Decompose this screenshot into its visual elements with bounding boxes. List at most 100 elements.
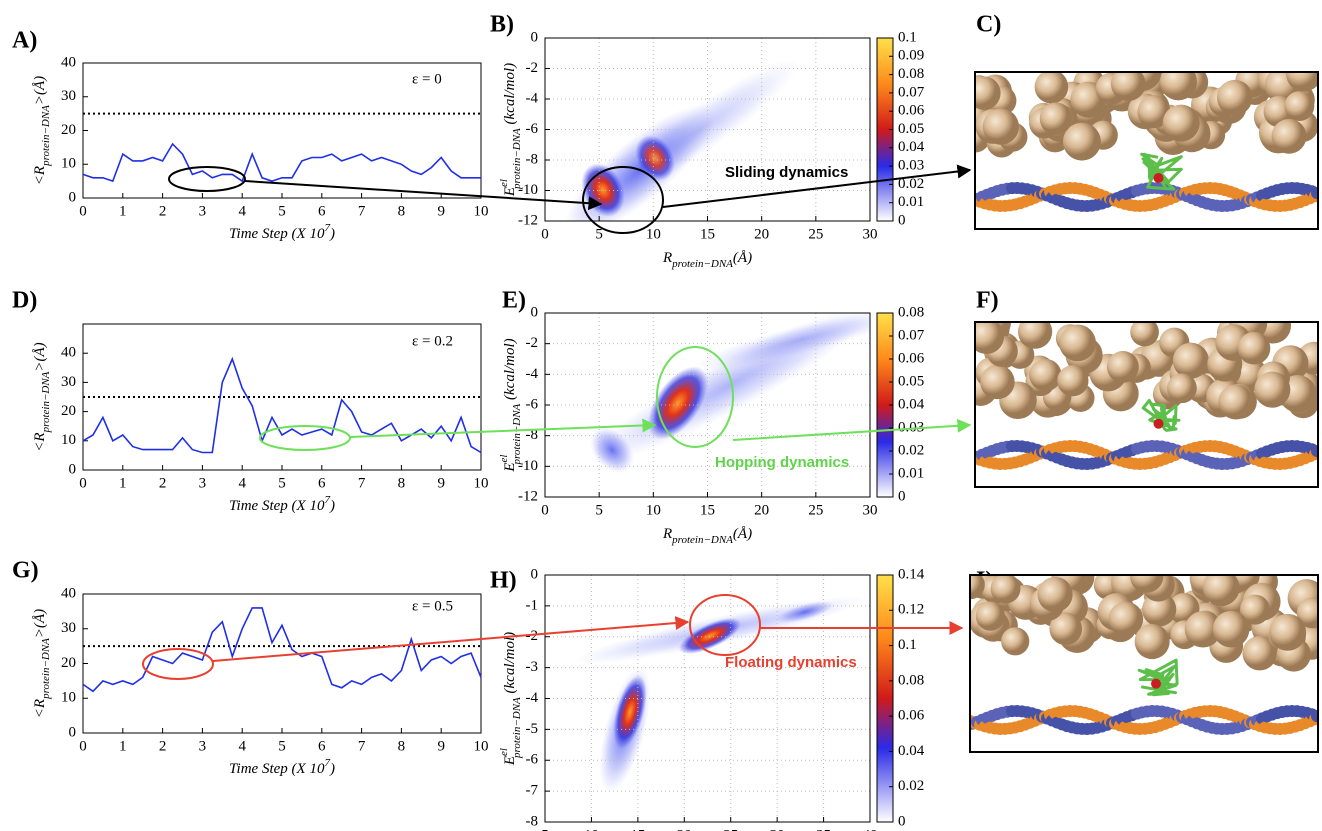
x-tick-label: 0: [79, 203, 87, 219]
crowder: [1108, 601, 1144, 637]
axis-label: <Rprotein−DNA>(Å): [32, 609, 51, 718]
x-tick-label: 2: [159, 475, 167, 491]
y-tick-label: 0: [531, 304, 539, 320]
colorbar-tick-label: 0.04: [898, 139, 925, 155]
annotation: Floating dynamics: [725, 654, 857, 671]
panel-label: C): [976, 12, 1001, 38]
y-tick-label: -8: [526, 427, 539, 443]
axis-label-sub: protein−DNA: [511, 403, 523, 465]
crowder: [1218, 384, 1254, 420]
y-tick-label: 0: [69, 461, 77, 477]
x-tick-label: 4: [238, 203, 246, 219]
crowder: [1242, 635, 1277, 671]
crowder: [1062, 122, 1101, 161]
chart: 0 5 10 15 20 25 30 -12 -10 -8 -6 -4 -2 0 0 0.01 0.02 0.03…: [498, 29, 925, 269]
colorbar-tick-label: 0.02: [898, 176, 924, 192]
y-tick-label: 30: [61, 88, 76, 104]
x-tick-label: 1: [119, 738, 127, 754]
protein-core: [1153, 173, 1164, 183]
crowder: [1059, 324, 1096, 362]
axis-label-text: <R: [32, 432, 48, 451]
x-tick-label: 10: [474, 738, 489, 754]
axis-label: <Rprotein−DNA>(Å): [32, 342, 51, 451]
axis-label-sub: protein−DNA: [40, 638, 52, 700]
axis-label-tail: (kcal/mol): [502, 338, 518, 403]
crowder: [970, 575, 985, 600]
chart: 0 1 2 3 4 5 6 7 8 9 10 0 10 20 30 40 ε = 0 Time Step (X 1…: [32, 54, 488, 242]
y-tick-label: -10: [518, 458, 538, 474]
x-tick-label: 0: [79, 475, 87, 491]
x-tick-label: 9: [437, 738, 445, 754]
axis-label: Eelprotein−DNA (kcal/mol): [498, 632, 523, 766]
y-tick-label: -6: [526, 121, 539, 137]
y-tick-label: 0: [531, 29, 539, 45]
crowder: [975, 76, 1001, 110]
dna-bead: [1311, 187, 1318, 200]
axis-label-sub: protein−DNA: [40, 371, 52, 433]
colorbar-tick-label: 0.04: [898, 743, 925, 759]
y-tick-label: 20: [61, 655, 76, 671]
colorbar-tick-label: 0: [898, 813, 906, 829]
x-tick-label: 1: [119, 475, 127, 491]
colorbar-tick-label: 0.1: [898, 637, 917, 653]
panel-label: F): [976, 288, 999, 314]
crowder: [1159, 72, 1197, 101]
series-line: [82, 142, 481, 183]
y-tick-label: 40: [61, 585, 76, 601]
axis-label-text: E: [502, 187, 518, 197]
x-tick-label: 25: [808, 226, 823, 242]
axis-label-tail: (Å): [733, 526, 752, 542]
x-tick-label: 9: [437, 475, 445, 491]
x-tick-label: 30: [770, 827, 785, 831]
axis-label-sup: 7: [324, 494, 330, 506]
annotations: [142, 164, 972, 680]
crowder: [1049, 612, 1083, 646]
axis-label: Time Step (X 107): [229, 757, 335, 778]
axis-label-tail: (kcal/mol): [502, 63, 518, 128]
plot-frame: [82, 62, 482, 199]
x-tick-label: 5: [278, 738, 286, 754]
panel-label: G): [12, 558, 39, 584]
x-tick-label: 4: [238, 738, 246, 754]
axis-label-tail: ): [329, 498, 335, 514]
crowder: [1216, 79, 1253, 116]
x-tick-label: 35: [816, 827, 831, 831]
x-tick-label: 25: [808, 502, 823, 518]
y-tick-label: -8: [526, 813, 539, 829]
crowder: [1167, 373, 1197, 404]
colorbar-tick-label: 0.01: [898, 465, 924, 481]
colorbar-tick-label: 0.1: [898, 29, 917, 45]
axis-label-tail: >(Å): [32, 609, 48, 638]
x-tick-label: 7: [358, 203, 366, 219]
axis-label: Rprotein−DNA(Å): [662, 250, 752, 269]
crowder: [1284, 91, 1315, 121]
colorbar-tick-label: 0.02: [898, 442, 924, 458]
density-h: [573, 595, 867, 793]
y-tick-label: 10: [61, 690, 76, 706]
colorbar-tick-label: 0.08: [898, 304, 924, 320]
colorbar-tick-label: 0.08: [898, 66, 924, 82]
x-tick-label: 5: [278, 203, 286, 219]
y-tick-label: 20: [61, 122, 76, 138]
axis-label: Time Step (X 107): [229, 222, 335, 243]
x-tick-label: 3: [199, 203, 207, 219]
axis-label: Eelprotein−DNA (kcal/mol): [498, 63, 523, 197]
y-tick-label: 0: [69, 189, 77, 205]
x-tick-label: 40: [863, 827, 878, 831]
axis-label-text: E: [502, 756, 518, 766]
y-tick-label: -8: [526, 151, 539, 167]
axis-label-tail: >(Å): [32, 342, 48, 371]
axis-label-sub: protein−DNA: [671, 534, 733, 546]
x-tick-label: 10: [584, 827, 599, 831]
colorbar-tick-label: 0.07: [898, 327, 925, 343]
crowder: [1202, 575, 1240, 607]
axis-label: <Rprotein−DNA>(Å): [32, 76, 51, 185]
colorbar-tick-label: 0: [898, 212, 906, 228]
x-tick-label: 20: [754, 226, 769, 242]
axis-label: Rprotein−DNA(Å): [662, 526, 752, 545]
crowder: [1106, 351, 1139, 383]
colorbar-tick-label: 0.03: [898, 419, 924, 435]
y-tick-label: 0: [531, 566, 539, 582]
y-tick-label: -2: [526, 628, 539, 644]
axis-label-sup: el: [498, 748, 510, 756]
